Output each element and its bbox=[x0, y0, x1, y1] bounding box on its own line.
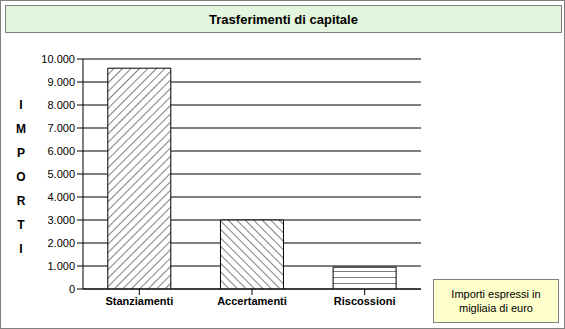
html-text:I: I bbox=[19, 98, 23, 112]
html-text:M: M bbox=[16, 122, 26, 136]
svg-text:3.000: 3.000 bbox=[47, 214, 75, 226]
svg-text:Riscossioni: Riscossioni bbox=[334, 295, 396, 307]
html-text:O: O bbox=[16, 170, 26, 184]
svg-text:9.000: 9.000 bbox=[47, 76, 75, 88]
html-text:R: R bbox=[16, 194, 26, 208]
svg-text:0: 0 bbox=[69, 283, 75, 295]
svg-text:10.000: 10.000 bbox=[41, 53, 75, 65]
svg-text:7.000: 7.000 bbox=[47, 122, 75, 134]
svg-text:4.000: 4.000 bbox=[47, 191, 75, 203]
svg-text:Accertamenti: Accertamenti bbox=[217, 295, 287, 307]
html-text:P: P bbox=[17, 146, 25, 160]
html-text:Trasferimenti di capitale: Trasferimenti di capitale bbox=[209, 11, 358, 27]
html-text:Importi espressi in migliaia d: Importi espressi in migliaia di euro bbox=[451, 288, 541, 314]
html-text:T: T bbox=[17, 218, 25, 232]
svg-text:Stanziamenti: Stanziamenti bbox=[105, 295, 173, 307]
svg-text:6.000: 6.000 bbox=[47, 145, 75, 157]
svg-text:8.000: 8.000 bbox=[47, 99, 75, 111]
svg-text:2.000: 2.000 bbox=[47, 237, 75, 249]
svg-text:1.000: 1.000 bbox=[47, 260, 75, 272]
html-text:I: I bbox=[19, 242, 23, 256]
svg-text:5.000: 5.000 bbox=[47, 168, 75, 180]
